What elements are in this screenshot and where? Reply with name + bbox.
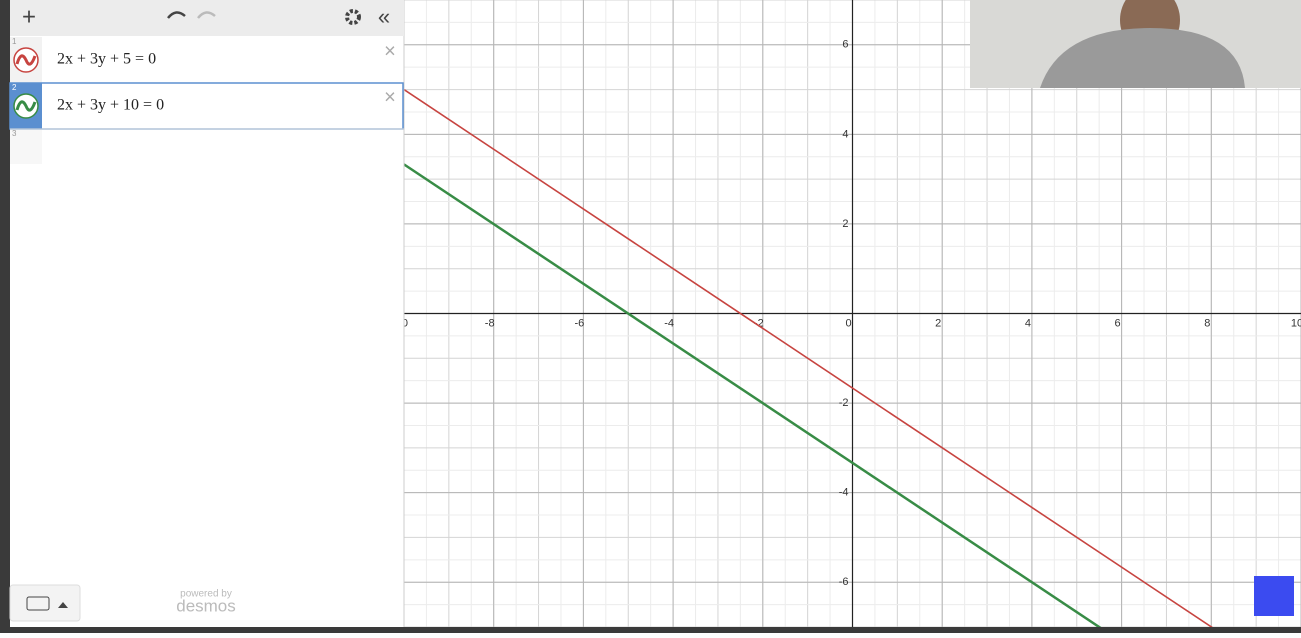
x-tick-label: -8: [485, 317, 495, 329]
expression-panel: [10, 0, 404, 627]
x-tick-label: 8: [1204, 317, 1210, 329]
window-edge: [0, 0, 10, 633]
y-tick-label: 4: [842, 128, 848, 140]
expression-wave: [15, 100, 37, 112]
y-tick-label: -2: [839, 397, 849, 409]
settings-button[interactable]: [345, 9, 361, 25]
x-tick-label: 0: [845, 317, 851, 329]
collapse-button[interactable]: «: [378, 4, 390, 29]
graph-line: [403, 163, 1118, 638]
expression-index: 3: [12, 129, 17, 138]
x-tick-label: -2: [754, 317, 764, 329]
keyboard-icon: [26, 596, 50, 611]
undo-button[interactable]: [167, 11, 186, 19]
keyboard-arrow: [58, 602, 68, 608]
x-tick-label: 10: [1291, 317, 1301, 329]
toolbar: [10, 0, 404, 36]
x-tick-label: 6: [1115, 317, 1121, 329]
redo-button[interactable]: [197, 11, 216, 19]
expression-wave: [15, 54, 37, 66]
expression-list: 1 2x + 3y + 5 = 0 × 2 2x + 3y + 10 = 0 × 3: [9, 37, 404, 164]
graph-line: [403, 88, 1230, 638]
add-button[interactable]: +: [22, 3, 36, 30]
delete-button[interactable]: ×: [384, 86, 396, 108]
desmos-logo: desmos: [176, 596, 236, 615]
expression-index: 2: [12, 83, 17, 92]
empty-expression-tab: [10, 130, 42, 164]
y-tick-label: 6: [842, 39, 848, 51]
x-tick-label: 4: [1025, 317, 1031, 329]
x-tick-label: 2: [935, 317, 941, 329]
y-tick-label: -6: [839, 576, 849, 588]
powered-by: powered by: [180, 589, 232, 600]
x-tick-label: -4: [664, 317, 674, 329]
x-tick-label: -6: [575, 317, 585, 329]
expression-index: 1: [12, 37, 17, 46]
expression-text: 2x + 3y + 10 = 0: [57, 97, 164, 114]
y-tick-label: -4: [839, 487, 849, 499]
webcam-shirt: [1040, 28, 1245, 88]
corner-widget[interactable]: [1254, 576, 1294, 616]
keyboard-button[interactable]: [9, 584, 81, 622]
window-bottom: [0, 627, 1301, 633]
y-tick-label: 2: [842, 218, 848, 230]
delete-button[interactable]: ×: [384, 40, 396, 62]
expression-text: 2x + 3y + 5 = 0: [57, 51, 156, 68]
